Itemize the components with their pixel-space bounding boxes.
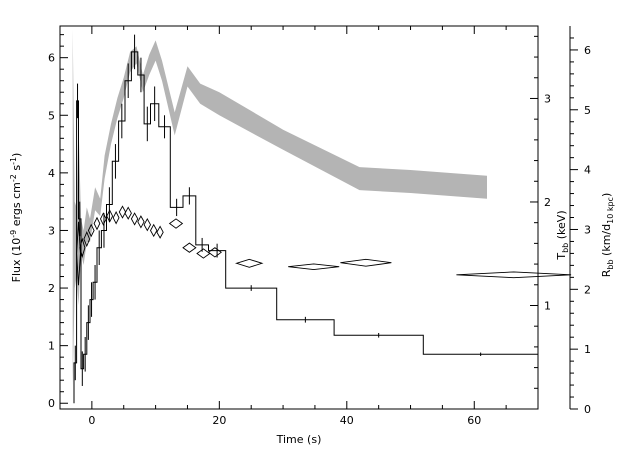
diamond-marker bbox=[207, 247, 222, 258]
flux-tick-label: 2 bbox=[48, 282, 55, 295]
diamond-markers-layer bbox=[76, 205, 572, 286]
ticks-layer: 0 20 40 60 0 1 2 3 4 5 6 1 2 3 0 1 2 3 4 5 6 bbox=[48, 26, 591, 427]
diamond-marker bbox=[196, 248, 211, 259]
diamond-marker bbox=[149, 223, 158, 238]
temp-axis-label: Tbb (keV) bbox=[555, 210, 570, 260]
flux-tick-label: 6 bbox=[48, 52, 55, 65]
grey-band-layer bbox=[72, 28, 487, 387]
x-axis-label: Time (s) bbox=[276, 433, 322, 446]
radius-tick-label: 5 bbox=[584, 104, 591, 117]
radius-tick-label: 1 bbox=[584, 343, 591, 356]
radius-tick-label: 2 bbox=[584, 283, 591, 296]
diamond-marker bbox=[93, 216, 101, 231]
diamond-marker bbox=[456, 271, 572, 279]
flux-step-layer bbox=[73, 34, 538, 404]
diamond-marker bbox=[99, 212, 107, 226]
flux-tick-label: 3 bbox=[48, 224, 55, 237]
temp-tick-label: 3 bbox=[544, 92, 551, 105]
diamond-marker bbox=[340, 258, 392, 267]
diamond-marker bbox=[137, 215, 145, 229]
diamond-marker bbox=[118, 205, 127, 219]
diamond-marker bbox=[124, 206, 132, 220]
temp-tick-label: 1 bbox=[544, 299, 551, 312]
radius-tick-label: 4 bbox=[584, 164, 591, 177]
diamond-marker bbox=[112, 210, 120, 225]
plot-frame bbox=[59, 25, 539, 410]
temp-tick-label: 2 bbox=[544, 196, 551, 209]
diamond-marker bbox=[234, 258, 264, 268]
radius-tick-label: 6 bbox=[584, 44, 591, 57]
x-tick-label: 60 bbox=[467, 414, 481, 427]
diamond-marker bbox=[182, 242, 197, 253]
diamond-marker bbox=[130, 212, 139, 226]
radius-tick-label: 3 bbox=[584, 223, 591, 236]
diamond-marker bbox=[76, 221, 81, 286]
flux-tick-label: 4 bbox=[48, 167, 55, 180]
radius-tick-label: 0 bbox=[584, 403, 591, 416]
diamond-marker bbox=[156, 225, 164, 239]
diamond-marker bbox=[83, 231, 91, 248]
flux-tick-label: 1 bbox=[48, 340, 55, 353]
diamond-marker bbox=[168, 218, 184, 229]
flux-step-line bbox=[73, 51, 538, 404]
diamond-marker bbox=[288, 263, 340, 271]
radius-axis-label: Rbb (km/d10 kpc) bbox=[600, 193, 615, 278]
x-tick-label: 40 bbox=[340, 414, 354, 427]
flux-tick-label: 5 bbox=[48, 109, 55, 122]
flux-axis-label: Flux (10-9 ergs cm-2 s-1) bbox=[9, 153, 23, 283]
diamond-marker bbox=[87, 223, 95, 238]
shaded-band bbox=[72, 28, 487, 387]
x-tick-label: 20 bbox=[212, 414, 226, 427]
diamond-marker bbox=[106, 209, 114, 223]
x-tick-label: 0 bbox=[88, 414, 95, 427]
flux-tick-label: 0 bbox=[48, 397, 55, 410]
labels-layer: Time (s) Flux (10-9 ergs cm-2 s-1) Tbb (ke… bbox=[9, 153, 615, 446]
diamond-marker bbox=[143, 217, 152, 232]
